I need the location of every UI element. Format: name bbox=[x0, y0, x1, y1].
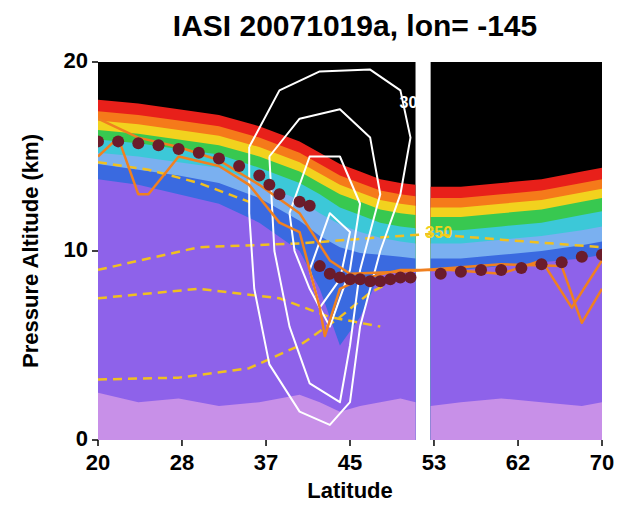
annotation: 350 bbox=[425, 224, 452, 241]
field-band bbox=[98, 100, 602, 440]
x-tick bbox=[601, 440, 603, 446]
tropopause-dot bbox=[132, 137, 144, 149]
y-tick-label: 20 bbox=[64, 48, 88, 73]
tropopause-dot bbox=[152, 139, 164, 151]
y-tick-label: 0 bbox=[76, 426, 88, 451]
tropopause-dot bbox=[233, 160, 245, 172]
x-tick-label: 20 bbox=[86, 450, 110, 475]
tropopause-dot bbox=[112, 135, 124, 147]
tropopause-dot bbox=[596, 249, 602, 261]
x-tick bbox=[265, 440, 267, 446]
x-tick-label: 28 bbox=[170, 450, 194, 475]
tropopause-dot bbox=[515, 262, 527, 274]
dashed-line bbox=[98, 162, 249, 202]
tropopause-dot bbox=[173, 143, 185, 155]
chart: 30 350 20 28 37 45 53 62 70 0 10 20 IASI 20071019a, … bbox=[0, 0, 627, 509]
tropopause-dot bbox=[374, 275, 386, 287]
x-tick-label: 70 bbox=[590, 450, 614, 475]
x-tick-label: 53 bbox=[422, 450, 446, 475]
x-tick-label: 62 bbox=[506, 450, 530, 475]
x-tick-label: 37 bbox=[254, 450, 278, 475]
y-tick bbox=[92, 439, 98, 441]
tropopause-dot bbox=[435, 268, 447, 280]
x-tick bbox=[97, 440, 99, 446]
tropopause-dot bbox=[253, 169, 265, 181]
tropopause-dot bbox=[475, 264, 487, 276]
tropopause-dot bbox=[263, 179, 275, 191]
contour-line bbox=[290, 157, 361, 327]
tropopause-dot bbox=[495, 264, 507, 276]
y-axis-title: Pressure Altitude (km) bbox=[18, 134, 43, 368]
tropopause-dot bbox=[556, 256, 568, 268]
y-tick bbox=[92, 250, 98, 252]
contour-line bbox=[98, 138, 602, 336]
field-band bbox=[98, 111, 602, 440]
x-axis-title: Latitude bbox=[307, 478, 393, 503]
tropopause-dot bbox=[404, 271, 416, 283]
x-tick bbox=[433, 440, 435, 446]
tropopause-dot bbox=[384, 273, 396, 285]
y-tick-label: 10 bbox=[64, 237, 88, 262]
tropopause-dot bbox=[273, 188, 285, 200]
tropopause-dot bbox=[98, 135, 104, 147]
contour-line bbox=[98, 119, 602, 323]
x-tick bbox=[349, 440, 351, 446]
tropopause-dot bbox=[455, 266, 467, 278]
tropopause-dot bbox=[213, 152, 225, 164]
tropopause-dot bbox=[304, 200, 316, 212]
tropopause-dot bbox=[193, 147, 205, 159]
tropopause-dot bbox=[536, 258, 548, 270]
contour-line bbox=[249, 70, 410, 425]
field-band bbox=[98, 121, 602, 440]
field-band bbox=[98, 62, 602, 440]
x-tick-label: 45 bbox=[338, 450, 362, 475]
field-band bbox=[98, 130, 602, 440]
x-tick bbox=[181, 440, 183, 446]
tropopause-dot bbox=[354, 273, 366, 285]
contour-line bbox=[269, 109, 380, 402]
plot-area bbox=[98, 62, 602, 440]
title: IASI 20071019a, lon= -145 bbox=[173, 9, 537, 42]
x-tick bbox=[517, 440, 519, 446]
tropopause-dot bbox=[314, 260, 326, 272]
tropopause-dot bbox=[576, 251, 588, 263]
annotation: 30 bbox=[400, 94, 418, 111]
y-tick bbox=[92, 61, 98, 63]
tropopause-dot bbox=[334, 271, 346, 283]
